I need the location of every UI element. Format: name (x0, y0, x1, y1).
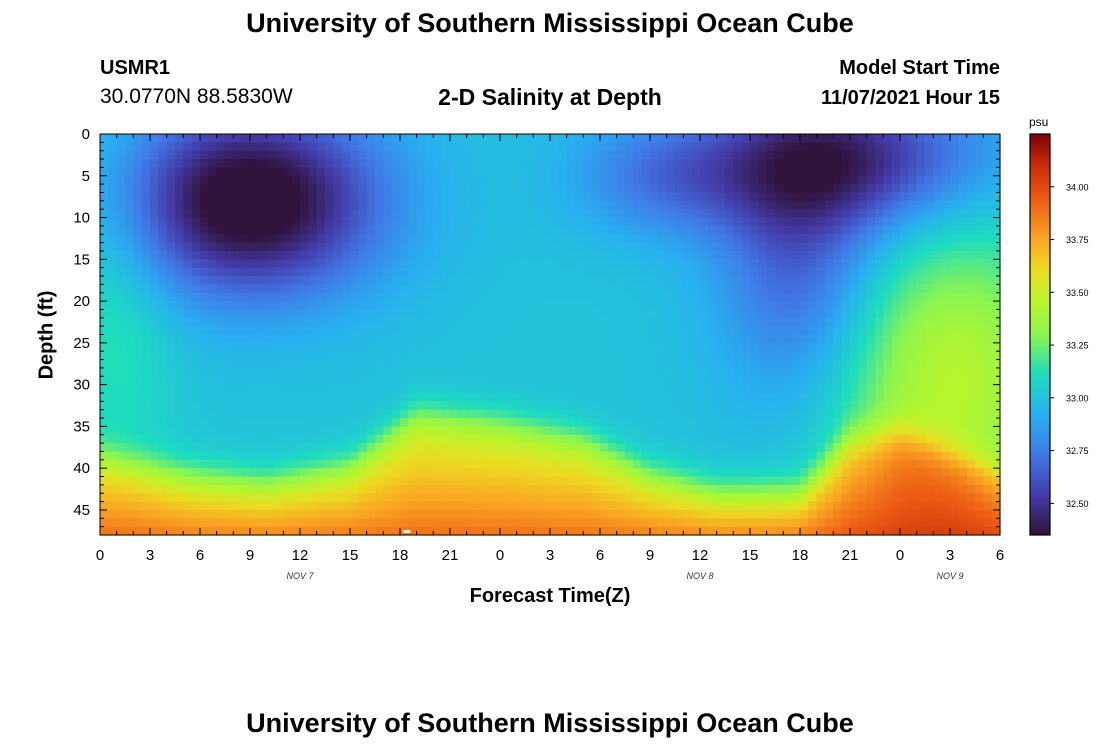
date-label: NOV 8 (686, 571, 713, 581)
x-tick-label: 21 (442, 547, 459, 564)
station-coordinates: 30.0770N 88.5830W (100, 85, 293, 108)
y-tick-label: 30 (73, 377, 90, 394)
date-label: NOV 9 (936, 571, 963, 581)
colorbar-tick-label: 33.50 (1066, 288, 1089, 298)
y-tick-label: 15 (73, 251, 90, 268)
x-tick-label: 6 (596, 547, 604, 564)
chart-title: 2-D Salinity at Depth (438, 84, 662, 110)
colorbar-tick-label: 33.25 (1066, 341, 1089, 351)
x-tick-label: 3 (146, 547, 154, 564)
model-start-value: 11/07/2021 Hour 15 (820, 87, 1000, 109)
x-tick-label: 15 (742, 547, 759, 564)
x-tick-label: 18 (792, 547, 809, 564)
x-tick-label: 9 (246, 547, 254, 564)
colorbar-frame (1029, 133, 1051, 536)
colorbar-tick-label: 33.00 (1066, 393, 1089, 403)
bottom-marker (403, 530, 411, 533)
colorbar-tick-label: 33.75 (1066, 235, 1089, 245)
y-tick-label: 25 (73, 335, 90, 352)
y-tick-label: 45 (73, 502, 90, 519)
heatmap-cells (100, 134, 1001, 536)
x-tick-label: 18 (392, 547, 409, 564)
model-start-label: Model Start Time (839, 57, 1000, 79)
x-tick-label: 0 (96, 547, 104, 564)
x-tick-label: 12 (292, 547, 309, 564)
x-tick-label: 9 (646, 547, 654, 564)
x-tick-label: 12 (692, 547, 709, 564)
x-axis-label: Forecast Time(Z) (469, 585, 631, 607)
y-tick-label: 20 (73, 293, 90, 310)
colorbar-tick-label: 34.00 (1066, 182, 1089, 192)
date-label: NOV 7 (286, 571, 314, 581)
colorbar-unit-label: psu (1029, 115, 1049, 129)
x-tick-label: 3 (546, 547, 554, 564)
y-tick-label: 5 (82, 168, 90, 185)
x-tick-label: 6 (196, 547, 204, 564)
y-tick-label: 35 (73, 418, 90, 435)
x-tick-label: 6 (996, 547, 1004, 564)
y-tick-label: 10 (73, 210, 90, 227)
y-tick-label: 0 (82, 126, 90, 143)
x-tick-label: 3 (946, 547, 954, 564)
footer-title: University of Southern Mississippi Ocean… (246, 708, 854, 738)
x-tick-label: 0 (496, 547, 504, 564)
x-tick-label: 0 (896, 547, 904, 564)
station-id: USMR1 (100, 57, 171, 79)
page-title: University of Southern Mississippi Ocean… (246, 8, 854, 38)
x-tick-label: 15 (342, 547, 359, 564)
y-tick-label: 40 (73, 460, 90, 477)
colorbar (1030, 134, 1050, 536)
colorbar-tick-label: 32.75 (1066, 446, 1089, 456)
x-tick-label: 21 (842, 547, 859, 564)
colorbar-tick-label: 32.50 (1066, 499, 1089, 509)
